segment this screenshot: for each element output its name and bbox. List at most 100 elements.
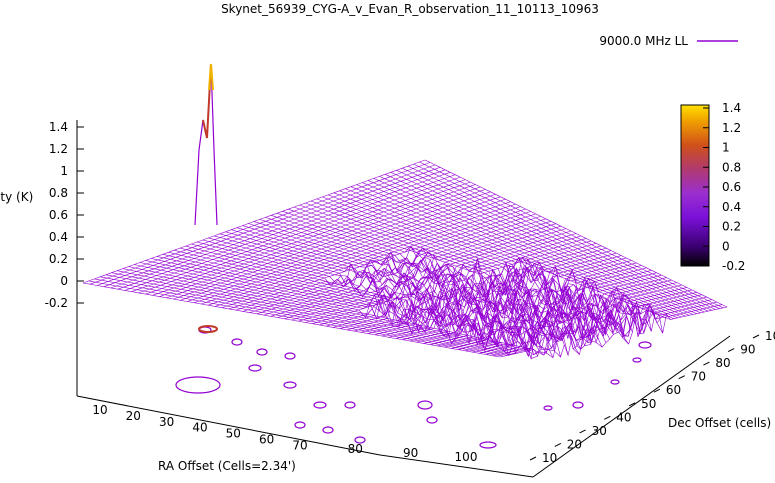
surface-line <box>145 260 542 358</box>
x-tick-label: 80 <box>348 442 363 456</box>
colorbar-tick-label: 0 <box>722 239 730 253</box>
surface-line <box>345 188 675 319</box>
z-tick-label: 1 <box>60 164 68 178</box>
y-tick-mark <box>752 334 760 339</box>
contour-ring <box>283 381 297 389</box>
y-tick-mark <box>579 429 586 434</box>
z-axis-label: Intensity (K) <box>0 190 33 204</box>
surface-line <box>259 219 618 336</box>
y-tick-mark <box>529 456 537 461</box>
y-tick-label: 10 <box>542 451 557 465</box>
colorbar <box>680 104 710 267</box>
surface-line <box>305 202 648 326</box>
z-tick-label: 0.8 <box>49 186 68 200</box>
contour-ring <box>231 338 243 346</box>
y-tick-label: 50 <box>641 397 656 411</box>
surface-line <box>236 227 603 348</box>
surface-mesh <box>82 159 728 360</box>
colorbar-tick-label: 0.6 <box>722 180 741 194</box>
x-tick-label: 20 <box>126 409 141 423</box>
chart-title: Skynet_56939_CYG-A_v_Evan_R_observation_… <box>221 2 599 16</box>
contour-peak <box>198 325 218 333</box>
contour-ring <box>248 364 262 372</box>
contour-ring <box>638 341 652 349</box>
x-tick-label: 30 <box>159 415 174 429</box>
surface-line <box>157 256 550 350</box>
y-tick-mark <box>653 388 661 393</box>
surface-line <box>288 208 637 337</box>
surface-line <box>367 180 690 316</box>
surface-line <box>253 221 614 339</box>
surface-line <box>424 159 728 308</box>
surface-line <box>396 170 709 312</box>
surface-line <box>322 196 660 326</box>
surface-line <box>271 215 626 339</box>
contour-ring <box>543 405 553 411</box>
surface-line <box>310 200 652 335</box>
contour-ring <box>284 352 296 360</box>
surface-line <box>242 225 607 344</box>
contour-ring <box>572 401 584 409</box>
surface-line <box>248 223 610 344</box>
y-tick-label: 80 <box>715 356 730 370</box>
y-tick-label: 100 <box>765 329 775 343</box>
surface-line <box>333 192 667 320</box>
y-tick-mark <box>703 361 710 366</box>
surface-line <box>128 266 531 351</box>
z-tick-label: 0.6 <box>49 208 68 222</box>
peak-spike <box>194 63 218 226</box>
y-tick-mark <box>604 415 611 420</box>
z-tick-label: 0 <box>60 274 68 288</box>
surface-line <box>282 211 633 333</box>
surface-line <box>151 258 546 352</box>
surface-line <box>407 165 716 310</box>
colorbar-tick-label: 0.8 <box>722 160 741 174</box>
surface-line <box>362 182 686 317</box>
contour-ring <box>479 441 497 449</box>
surface-line <box>419 161 724 309</box>
surface-line <box>100 276 512 355</box>
surface-line <box>390 172 705 313</box>
surface-line <box>134 264 535 350</box>
x-tick-label: 10 <box>92 403 107 417</box>
y-tick-mark <box>727 348 735 353</box>
z-axis-ticks: 1.4 1.2 1 0.8 0.6 0.4 0.2 0 -0.2 <box>45 120 84 310</box>
x-tick-label: 50 <box>226 427 241 441</box>
z-tick-label: -0.2 <box>45 296 68 310</box>
contour-ring <box>256 348 268 356</box>
colorbar-tick-label: 1 <box>722 141 730 155</box>
surface-line <box>413 163 720 309</box>
surface-line <box>162 254 554 358</box>
surface-line <box>105 274 516 354</box>
x-tick-label: 60 <box>259 432 274 446</box>
surface-line <box>168 252 558 356</box>
y-tick-label: 40 <box>616 410 631 424</box>
surface-line <box>196 241 576 349</box>
surface-line <box>117 270 523 353</box>
surface-line <box>82 282 501 358</box>
x-axis-ticks: 10 20 30 40 50 60 70 80 90 100 <box>92 403 477 464</box>
contour-ring <box>322 426 334 434</box>
surface-line <box>225 231 595 341</box>
surface-line <box>179 247 565 350</box>
surface-line <box>276 213 629 345</box>
contour-ring <box>417 400 433 410</box>
surface-line <box>191 243 573 346</box>
colorbar-tick-label: 1.4 <box>722 101 741 115</box>
y-tick-mark <box>678 375 685 380</box>
contour-ring <box>610 379 620 385</box>
floor-contours <box>175 325 652 449</box>
y-tick-label: 30 <box>592 424 607 438</box>
surface-line <box>88 280 504 357</box>
contour-ring <box>294 421 306 429</box>
contour-ring <box>344 401 356 409</box>
x-axis-label: RA Offset (Cells=2.34') <box>158 459 296 473</box>
y-tick-label: 20 <box>567 437 582 451</box>
colorbar-tick-label: 1.2 <box>722 121 741 135</box>
z-tick-label: 1.2 <box>49 142 68 156</box>
x-tick-label: 70 <box>292 438 307 452</box>
surface-line <box>94 278 508 356</box>
y-axis-label: Dec Offset (cells) <box>668 416 771 430</box>
